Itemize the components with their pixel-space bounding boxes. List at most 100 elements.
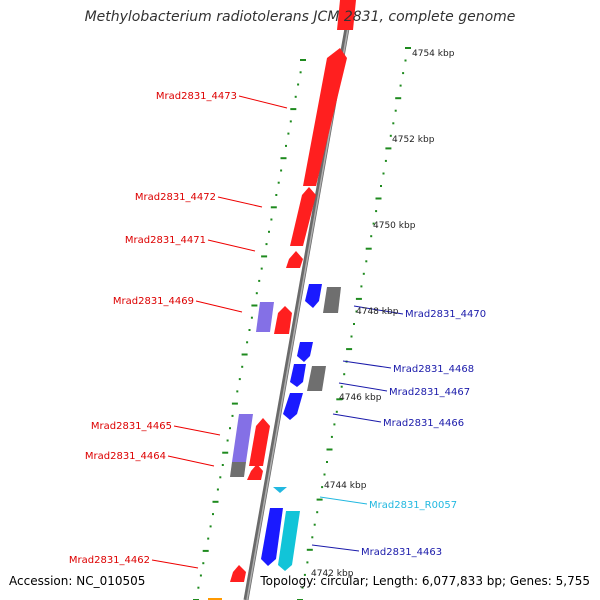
gene-feature-4464-grey[interactable] [230, 462, 246, 477]
scale-tick-left [212, 500, 219, 503]
scale-tick-right [405, 47, 411, 49]
leader-line-left [173, 425, 221, 436]
scale-tick-left [248, 329, 251, 331]
gene-feature-4463-cyan[interactable] [278, 511, 300, 571]
gene-feature-4463-blue[interactable] [261, 508, 283, 566]
scale-tick-right [399, 84, 402, 87]
gene-feature-4470-blue[interactable] [305, 284, 322, 308]
gene-feature-4464-red[interactable] [247, 464, 263, 480]
scale-tick-left [294, 95, 297, 98]
leader-line-left [207, 239, 256, 252]
scale-tick-right [323, 473, 326, 476]
gene-feature-4472[interactable] [290, 187, 316, 246]
leader-line-left [195, 300, 243, 313]
scale-tick-left [250, 316, 253, 319]
scale-tick-right [306, 548, 313, 551]
gene-feature-4465-purple[interactable] [232, 414, 253, 462]
scale-tick-left [202, 549, 209, 552]
leader-line-left [238, 95, 288, 109]
gene-feature-4467-grey[interactable] [307, 366, 326, 391]
gene-label-right[interactable]: Mrad2831_4463 [361, 547, 442, 558]
scale-tick-left [261, 255, 268, 258]
gene-label-left[interactable]: Mrad2831_4471 [125, 235, 206, 246]
scale-tick-right [316, 498, 323, 501]
scale-tick-left [202, 562, 205, 565]
scale-tick-left [280, 169, 283, 172]
scale-label: 4748 kbp [356, 307, 399, 317]
scale-tick-right [313, 523, 316, 526]
gene-label-right[interactable]: Mrad2831_4468 [393, 364, 474, 375]
gene-feature-4467-blue[interactable] [290, 364, 306, 387]
scale-tick-left [226, 439, 229, 442]
gene-feature-4469-red[interactable] [274, 306, 292, 334]
scale-tick-right [335, 410, 338, 413]
scale-tick-left [260, 267, 263, 270]
gene-label-right[interactable]: Mrad2831_4466 [383, 418, 464, 429]
scale-tick-left [238, 378, 241, 381]
right-gene-labels: Mrad2831_4470 Mrad2831_4468 Mrad2831_4467 M… [361, 309, 486, 558]
scale-tick-right [372, 222, 375, 225]
scale-tick-left [212, 513, 214, 516]
gene-label-left[interactable]: Mrad2831_4464 [85, 451, 166, 462]
scale-tick-left [289, 120, 292, 123]
gene-feature-top[interactable] [337, 0, 356, 30]
scale-label: 4750 kbp [373, 221, 416, 231]
scale-label: 4742 kbp [311, 569, 354, 579]
scale-tick-right [370, 235, 373, 238]
gene-label-left[interactable]: Mrad2831_4472 [135, 192, 216, 203]
gene-feature-R0057[interactable] [273, 487, 287, 493]
scale-tick-left [299, 71, 302, 74]
scale-tick-right [382, 172, 385, 175]
leader-line-right [338, 382, 388, 392]
scale-tick-right [394, 109, 397, 112]
scale-labels: 4754 kbp 4752 kbp 4750 kbp 4748 kbp 4746 kbp… [311, 49, 455, 579]
leader-line-right [332, 413, 382, 423]
gene-feature-4471[interactable] [286, 251, 303, 268]
scale-tick-left [270, 218, 273, 221]
leader-line-right [342, 360, 392, 369]
gene-feature-4469-purple[interactable] [256, 302, 274, 332]
scale-tick-left [241, 365, 244, 368]
scale-tick-left [275, 194, 278, 196]
scale-tick-left [231, 414, 234, 417]
scale-label: 4744 kbp [324, 481, 367, 491]
gene-label-right[interactable]: Mrad2831_4467 [389, 387, 470, 398]
gene-label-left[interactable]: Mrad2831_4465 [91, 421, 172, 432]
scale-tick-left [229, 427, 231, 430]
scale-tick-right [402, 72, 405, 75]
scale-tick-right [330, 435, 333, 438]
scale-tick-right [346, 348, 353, 351]
gene-feature-4462[interactable] [230, 565, 246, 582]
gene-feature-4470-grey[interactable] [323, 287, 341, 313]
gene-label-left[interactable]: Mrad2831_4469 [113, 296, 194, 307]
scale-tick-right [355, 297, 362, 300]
leader-line-right [353, 305, 404, 315]
scale-tick-left [209, 525, 212, 528]
leader-line-right [319, 496, 368, 505]
scale-tick-right [350, 335, 353, 338]
gene-label-right[interactable]: Mrad2831_R0057 [369, 500, 457, 511]
scale-tick-right [360, 285, 363, 288]
scale-tick-left [199, 574, 202, 577]
scale-tick-left [241, 353, 248, 356]
gene-feature-4468[interactable] [297, 342, 313, 362]
gene-label-left[interactable]: Mrad2831_4462 [69, 555, 150, 566]
gene-label-right[interactable]: Mrad2831_4470 [405, 309, 486, 320]
gene-label-left[interactable]: Mrad2831_4473 [156, 91, 237, 102]
scale-tick-left [251, 304, 258, 307]
scale-tick-left [270, 206, 277, 209]
gene-features [208, 0, 356, 600]
gene-feature-4473[interactable] [303, 48, 347, 186]
scale-tick-right [301, 586, 304, 589]
scale-tick-right [353, 323, 355, 325]
gene-feature-4466[interactable] [283, 393, 303, 420]
gene-feature-4465-red[interactable] [249, 418, 270, 466]
map-title: Methylobacterium radiotolerans JCM 2831,… [84, 9, 516, 25]
scale-tick-left [231, 402, 238, 405]
leader-line-left [151, 559, 199, 569]
scale-tick-left [255, 292, 258, 295]
scale-tick-right [316, 511, 319, 514]
scale-tick-right [326, 448, 333, 451]
scale-label: 4752 kbp [392, 135, 435, 145]
scale-tick-right [385, 147, 392, 150]
